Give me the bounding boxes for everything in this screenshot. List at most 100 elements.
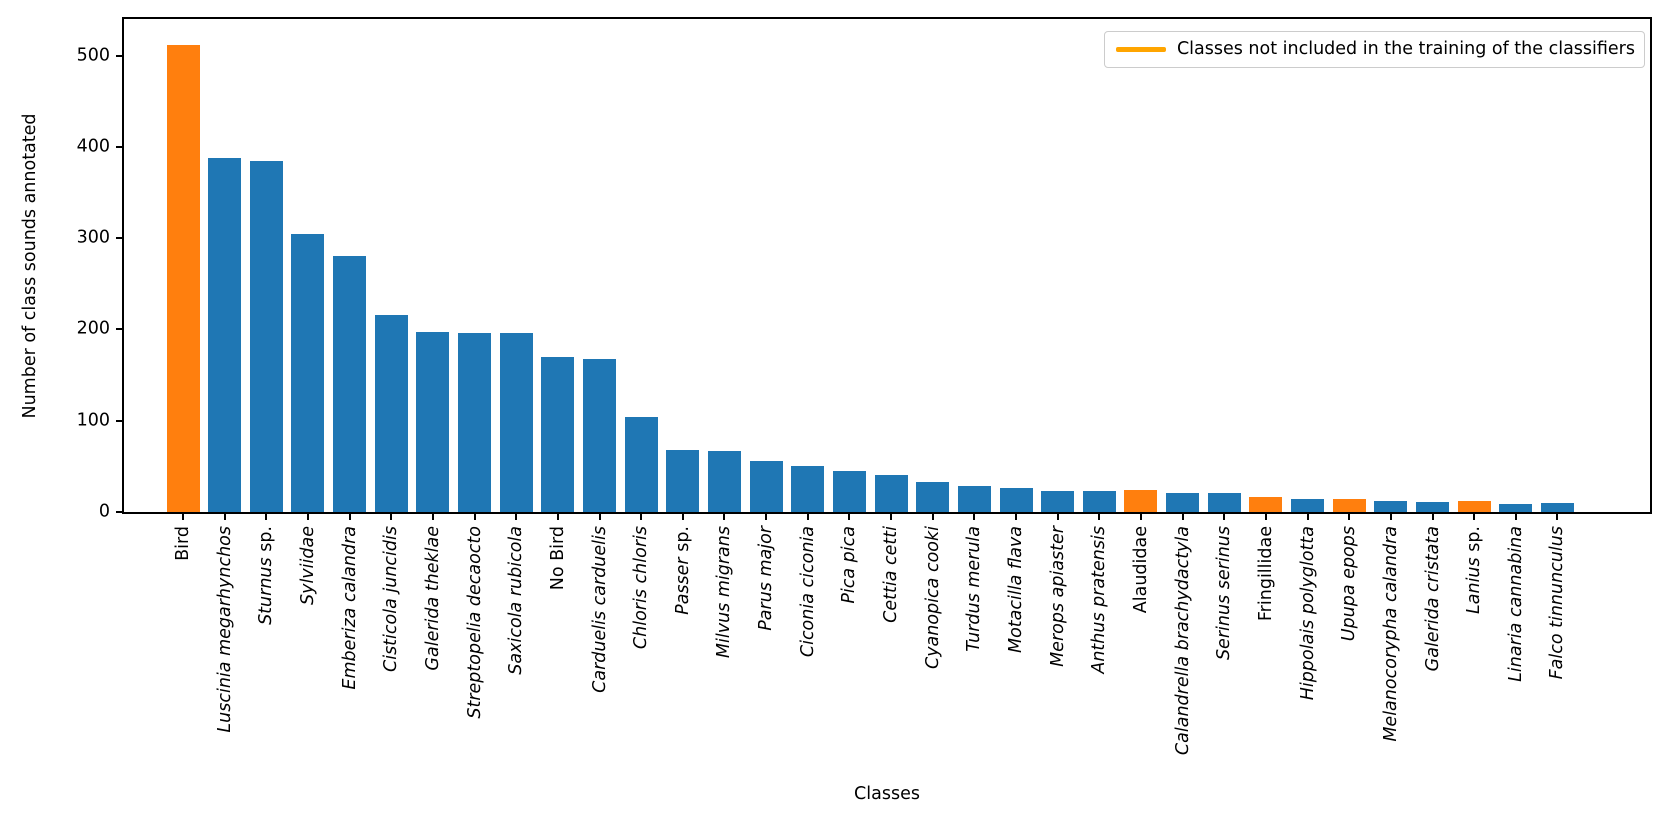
- x-tick-mark: [1223, 514, 1226, 520]
- bar-galerida-cristata: [1416, 501, 1449, 512]
- y-tick-label-0: 0: [98, 501, 110, 522]
- bar-bird: [166, 45, 200, 512]
- x-tick-label-sturnus-sp: Sturnus sp.: [256, 526, 277, 625]
- bar-cettia-cetti: [874, 475, 908, 512]
- x-tick-label-lanius-sp: Lanius sp.: [1464, 526, 1485, 614]
- bar-streptopelia-decaocto: [458, 333, 492, 512]
- x-tick-mark: [223, 514, 226, 520]
- x-tick-mark: [765, 514, 768, 520]
- x-tick-label-cettia-cetti: Cettia cetti: [880, 526, 901, 623]
- x-tick-label-motacilla-flava: Motacilla flava: [1005, 526, 1026, 653]
- x-tick-mark: [973, 514, 976, 520]
- legend-orange-swatch: [1115, 47, 1166, 52]
- bar-turdus-merula: [957, 485, 991, 512]
- x-tick-mark: [723, 514, 726, 520]
- x-tick-label-chloris-chloris: Chloris chloris: [631, 526, 652, 650]
- bar-passer-sp: [666, 449, 700, 512]
- x-tick-label-upupa-epops: Upupa epops: [1339, 526, 1360, 642]
- x-tick-label-turdus-merula: Turdus merula: [964, 526, 985, 652]
- bar-motacilla-flava: [999, 488, 1033, 512]
- bar-cisticola-juncidis: [374, 314, 408, 512]
- y-axis-title: Number of class sounds annotated: [20, 113, 40, 419]
- bar-milvus-migrans: [707, 450, 741, 512]
- y-tick-mark: [116, 54, 122, 57]
- x-tick-mark: [1098, 514, 1101, 520]
- bar-emberiza-calandra: [333, 256, 367, 512]
- x-tick-label-calandrella-brachydactyla: Calandrella brachydactyla: [1172, 526, 1193, 756]
- x-tick-mark: [473, 514, 476, 520]
- bar-hippolais-polyglotta: [1291, 499, 1325, 512]
- bar-ciconia-ciconia: [791, 466, 825, 512]
- bar-parus-major: [749, 460, 783, 512]
- x-tick-label-falco-tinnunculus: Falco tinnunculus: [1547, 526, 1568, 680]
- x-tick-mark: [306, 514, 309, 520]
- y-tick-label-300: 300: [76, 227, 110, 248]
- legend-label: Classes not included in the training of …: [1176, 39, 1635, 59]
- x-tick-mark: [1056, 514, 1059, 520]
- x-tick-mark: [1389, 514, 1392, 520]
- y-tick-label-500: 500: [76, 44, 110, 65]
- bar-sturnus-sp: [249, 160, 283, 512]
- bar-cyanopica-cooki: [916, 481, 950, 512]
- x-tick-mark: [640, 514, 643, 520]
- x-tick-label-anthus-pratensis: Anthus pratensis: [1089, 526, 1110, 674]
- y-tick-label-400: 400: [76, 136, 110, 157]
- x-tick-label-galerida-theklae: Galerida theklae: [422, 526, 443, 671]
- x-tick-label-hippolais-polyglotta: Hippolais polyglotta: [1297, 526, 1318, 701]
- bar-lanius-sp: [1457, 501, 1491, 512]
- x-tick-label-luscinia-megarhynchos: Luscinia megarhynchos: [214, 526, 235, 733]
- bar-falco-tinnunculus: [1540, 502, 1574, 512]
- x-tick-mark: [390, 514, 393, 520]
- x-tick-mark: [890, 514, 893, 520]
- x-tick-label-passer-sp: Passer sp.: [672, 526, 693, 615]
- y-tick-mark: [116, 511, 122, 513]
- x-tick-label-cisticola-juncidis: Cisticola juncidis: [381, 526, 402, 673]
- x-tick-label-cyanopica-cooki: Cyanopica cooki: [922, 526, 943, 670]
- x-tick-mark: [681, 514, 684, 520]
- x-tick-label-linaria-cannabina: Linaria cannabina: [1505, 526, 1526, 682]
- plot-area: 0 100 200 300 400 500 Bird Luscinia megarhynch…: [77, 17, 1652, 755]
- bar-alaudidae: [1124, 490, 1158, 512]
- x-tick-mark: [431, 514, 434, 520]
- bar-carduelis-carduelis: [583, 358, 616, 512]
- x-tick-label-sylviidae: Sylviidae: [297, 526, 318, 606]
- bar-galerida-theklae: [416, 332, 450, 512]
- bar-luscinia-megarhynchos: [208, 157, 242, 512]
- x-tick-label-milvus-migrans: Milvus migrans: [714, 526, 735, 659]
- x-tick-mark: [1306, 514, 1309, 520]
- bar-anthus-pratensis: [1082, 491, 1116, 512]
- x-tick-mark: [1514, 514, 1517, 520]
- y-tick-mark: [116, 419, 122, 422]
- bar-upupa-epops: [1332, 499, 1366, 512]
- bar-linaria-cannabina: [1499, 503, 1533, 512]
- x-tick-label-galerida-cristata: Galerida cristata: [1422, 526, 1443, 672]
- x-tick-mark: [1015, 514, 1017, 520]
- y-tick-mark: [116, 237, 122, 240]
- x-tick-label-ciconia-ciconia: Ciconia ciconia: [797, 526, 818, 658]
- x-tick-label-emberiza-calandra: Emberiza calandra: [339, 526, 360, 690]
- x-tick-label-melanocorypha-calandra: Melanocorypha calandra: [1380, 526, 1401, 742]
- x-tick-label-bird: Bird: [172, 526, 193, 561]
- x-tick-label-fringillidae: Fringillidae: [1255, 526, 1276, 622]
- x-axis-title: Classes: [854, 784, 920, 804]
- x-tick-mark: [348, 514, 351, 520]
- x-tick-label-pica-pica: Pica pica: [839, 526, 860, 604]
- bar-saxicola-rubicola: [499, 333, 533, 512]
- x-tick-mark: [265, 514, 268, 520]
- legend: Classes not included in the training of …: [1103, 31, 1645, 68]
- x-tick-mark: [1473, 514, 1476, 520]
- bar-pica-pica: [832, 470, 866, 512]
- y-tick-label-200: 200: [76, 318, 110, 339]
- bar-sylviidae: [291, 233, 325, 512]
- y-tick-mark: [116, 328, 122, 331]
- bar-melanocorypha-calandra: [1374, 501, 1408, 512]
- x-tick-label-parus-major: Parus major: [756, 526, 777, 631]
- x-tick-mark: [1264, 514, 1267, 520]
- y-tick-mark: [116, 145, 122, 148]
- x-tick-mark: [598, 514, 601, 520]
- x-tick-mark: [1181, 514, 1184, 520]
- bar-calandrella-brachydactyla: [1166, 492, 1200, 512]
- x-tick-mark: [931, 514, 934, 520]
- y-tick-label-100: 100: [76, 409, 110, 430]
